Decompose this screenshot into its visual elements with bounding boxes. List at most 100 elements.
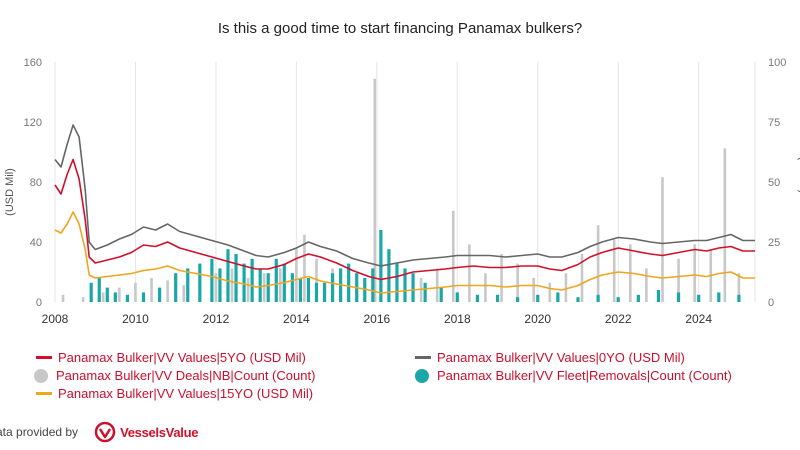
deals-nb-bar [580,254,584,302]
legend-label: Panamax Bulker|VV Values|15YO (USD Mil) [58,386,314,401]
deals-nb-bar [315,258,318,302]
deals-nb-bar [81,297,85,302]
removals-bar [306,278,311,302]
x-tick-label: 2022 [605,312,632,326]
y-left-tick-label: 160 [24,57,42,69]
deals-nb-bar [61,294,65,302]
x-tick-label: 2018 [444,312,471,326]
x-tick-label: 2014 [283,312,310,326]
chart-title: Is this a good time to start financing P… [217,20,583,37]
removals-bar [226,249,230,302]
deals-nb-bar [435,268,439,302]
removals-bar [242,263,246,302]
x-tick-label: 2012 [203,312,230,326]
deals-nb-bar [532,278,536,302]
series-line-15yo [54,211,755,294]
legend-label: Panamax Bulker|VV Values|5YO (USD Mil) [58,350,306,365]
deals-nb-bar [118,287,121,302]
y-right-tick-label: 50 [768,177,780,189]
deals-nb-bar [134,282,137,302]
deals-nb-bar [693,244,696,302]
legend-item-15yo[interactable]: Panamax Bulker|VV Values|15YO (USD Mil) [36,386,313,401]
deals-nb-bar [246,278,250,302]
removals-bar [395,263,399,302]
removals-bar [576,297,580,302]
legend-item-deals-nb[interactable]: Panamax Bulker|VV Deals|NB|Count (Count) [34,368,315,383]
y-axis-label-left: (USD Mil) [4,168,16,216]
footer-attribution-text: ata provided by [0,425,79,439]
deals-nb-bar [278,268,282,302]
deals-nb-bar [262,273,266,302]
y-left-tick-label: 40 [30,237,42,249]
removals-bar [174,273,178,302]
removals-bar [717,292,721,302]
deals-nb-bar [101,292,105,302]
deals-nb-bar [484,273,487,302]
legend-dot-swatch [34,368,48,383]
deals-nb-bar [468,244,471,302]
deals-nb-bar [516,263,519,302]
removals-bar [636,294,640,302]
deals-nb-bar [182,285,186,302]
x-tick-label: 2024 [685,312,712,326]
deals-nb-bar [230,268,234,302]
legend-item-5yo[interactable]: Panamax Bulker|VV Values|5YO (USD Mil) [36,350,306,365]
removals-bar [455,292,459,302]
deals-nb-bar [214,273,218,302]
y-right-tick-label: 100 [768,57,786,69]
legend: Panamax Bulker|VV Values|5YO (USD Mil) P… [0,345,800,405]
vesselsvalue-logo[interactable]: VesselsValue [94,421,198,443]
removals-bar [737,294,741,302]
deals-nb-bar [295,249,298,302]
x-tick-label: 2008 [42,312,69,326]
removals-bar [258,268,262,302]
chart-plot: 2008 2010 2012 2014 2016 2018 2020 2022 2024 0 40 8… [4,57,800,326]
removals-bar [234,254,238,302]
legend-item-removals[interactable]: Panamax Bulker|VV Fleet|Removals|Count (… [415,368,732,383]
removals-bar [423,282,427,302]
legend-dot-swatch [415,368,429,383]
removals-bar [536,294,540,302]
removals-bar [125,294,130,302]
deals-nb-bar [661,177,664,302]
y-left-tick-label: 80 [30,177,42,189]
removals-bar [556,292,560,302]
removals-bar [596,294,600,302]
deals-nb-bar [612,239,616,302]
removals-bar [475,294,480,302]
removals-bar [347,263,351,302]
removals-bar [616,297,620,302]
removals-bar [371,268,375,302]
removals-bar [89,282,93,302]
deals-nb-bar [564,273,568,302]
deals-nb-bar [150,278,153,302]
removals-bar [105,287,109,302]
y-left-tick-label: 120 [24,117,42,129]
legend-label: Panamax Bulker|VV Values|0YO (USD Mil) [437,350,685,365]
x-tick-label: 2020 [524,312,551,326]
legend-label: Panamax Bulker|VV Fleet|Removals|Count (… [437,368,732,383]
y-right-tick-label: 75 [768,117,780,129]
removals-bar [218,268,222,302]
y-left-tick-label: 0 [36,297,42,309]
deals-nb-bar [737,273,741,302]
removals-bar [322,282,327,302]
deals-nb-bar [645,268,648,302]
deals-nb-bar [548,282,552,302]
legend-item-0yo[interactable]: Panamax Bulker|VV Values|0YO (USD Mil) [415,350,685,365]
vesselsvalue-logo-text: VesselsValue [120,424,199,440]
deals-nb-bar [373,78,377,302]
removals-bar [387,249,391,302]
legend-line-swatch [415,356,431,359]
series-line-0yo [54,124,755,267]
removals-bar [495,294,500,302]
removals-bar [97,278,101,302]
removals-bar [186,268,190,302]
removals-bar [113,292,117,302]
legend-line-swatch [36,356,52,359]
removals-bar [403,268,407,302]
deals-nb-bar [166,280,169,302]
legend-label: Panamax Bulker|VV Deals|NB|Count (Count) [56,368,316,383]
y-right-tick-label: 0 [768,297,774,309]
removals-bar [516,297,520,302]
